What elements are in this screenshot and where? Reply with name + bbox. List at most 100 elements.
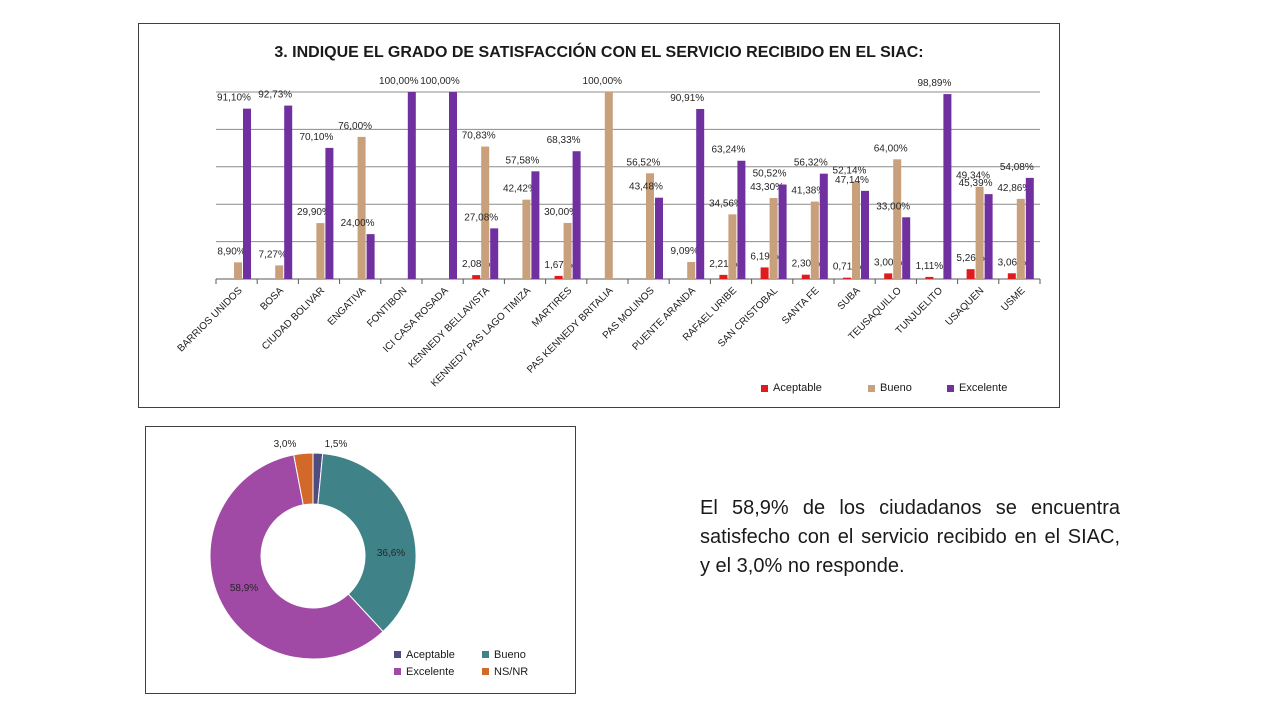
- data-label-bueno-santa-fe: 41,38%: [791, 186, 825, 197]
- donut-slice-excelente: [209, 454, 384, 660]
- bar-bueno-pas-kennedy-britalia: [604, 92, 613, 279]
- data-label-bueno-martires: 30,00%: [544, 207, 578, 218]
- bar-legend-aceptable: Aceptable: [761, 382, 822, 394]
- bar-excelente-fontibon: [407, 92, 416, 279]
- data-label-aceptable-teusaquillo: 3,00%: [874, 257, 902, 268]
- x-tick-label-santa-fe: SANTA FE: [780, 285, 822, 327]
- donut-slice-bueno: [317, 452, 417, 633]
- summary-text: El 58,9% de los ciudadanos se encuentra …: [700, 497, 1120, 577]
- bar-excelente-usaquen: [984, 194, 993, 279]
- data-label-aceptable-usaquen: 5,26%: [956, 253, 984, 264]
- data-label-excelente-puente-aranda: 90,91%: [670, 93, 704, 104]
- x-tick-label-martires: MARTIRES: [530, 285, 574, 329]
- bar-aceptable-san-cristobal: [760, 267, 769, 279]
- bar-excelente-kennedy-bellavista: [490, 228, 499, 279]
- bar-excelente-san-cristobal: [778, 184, 787, 279]
- bar-aceptable-teusaquillo: [884, 273, 893, 279]
- data-label-bueno-san-cristobal: 43,30%: [750, 182, 784, 193]
- legend-swatch-bueno: [482, 651, 489, 658]
- bar-bueno-rafael-uribe: [728, 214, 737, 279]
- data-label-bueno-usaquen: 49,34%: [956, 171, 990, 182]
- bar-aceptable-usaquen: [966, 269, 975, 279]
- legend-label-bueno: Bueno: [494, 648, 526, 661]
- bar-excelente-teusaquillo: [902, 217, 911, 279]
- donut-label-excelente: 58,9%: [230, 583, 258, 594]
- bar-bueno-usaquen: [975, 186, 984, 279]
- bar-legend-bueno: Bueno: [868, 382, 912, 394]
- data-label-excelente-kennedy-pas-lago-timiza: 57,58%: [505, 155, 539, 166]
- x-tick-label-bosa: BOSA: [258, 285, 286, 313]
- data-label-excelente-teusaquillo: 33,00%: [876, 201, 910, 212]
- donut-legend: Aceptable Bueno Excelente NS/NR: [394, 646, 570, 680]
- bar-excelente-engativa: [366, 234, 375, 279]
- donut-legend-aceptable: Aceptable: [394, 649, 482, 661]
- legend-swatch-excelente: [947, 384, 954, 392]
- bar-excelente-barrios-unidos: [243, 108, 251, 279]
- data-label-bueno-suba: 52,14%: [833, 165, 867, 176]
- bar-bueno-teusaquillo: [893, 159, 902, 279]
- bar-aceptable-martires: [554, 275, 563, 279]
- bar-excelente-santa-fe: [819, 173, 828, 279]
- x-tick-label-pas-kennedy-britalia: PAS KENNEDY BRITALIA: [525, 285, 616, 376]
- bar-bueno-usme: [1016, 198, 1025, 279]
- legend-swatch-aceptable: [761, 384, 768, 392]
- bar-bueno-ciudad-bolivar: [316, 223, 325, 279]
- bar-bueno-kennedy-pas-lago-timiza: [522, 199, 531, 279]
- legend-swatch-nsnr: [482, 668, 489, 675]
- data-label-excelente-kennedy-bellavista: 27,08%: [464, 212, 498, 223]
- data-label-bueno-teusaquillo: 64,00%: [874, 143, 908, 154]
- bar-bueno-san-cristobal: [769, 198, 778, 279]
- bar-chart-svg: 8,90% 91,10% BARRIOS UNIDOS 7,27% 92,73% BOSA…: [176, 76, 1041, 389]
- data-label-aceptable-san-cristobal: 6,19%: [750, 251, 778, 262]
- bar-bueno-bosa: [275, 265, 284, 279]
- x-tick-label-fontibon: FONTIBON: [365, 285, 409, 329]
- bar-aceptable-tunjuelito: [925, 276, 934, 279]
- legend-swatch-bueno: [868, 384, 875, 392]
- donut-label-aceptable: 1,5%: [325, 439, 348, 450]
- donut-legend-nsnr: NS/NR: [482, 666, 570, 678]
- bar-bueno-suba: [852, 181, 860, 279]
- bar-bueno-santa-fe: [810, 201, 819, 279]
- donut-legend-excelente: Excelente: [394, 666, 482, 678]
- bar-excelente-kennedy-pas-lago-timiza: [531, 171, 540, 279]
- legend-swatch-aceptable: [394, 651, 401, 658]
- bar-excelente-suba: [861, 190, 869, 279]
- data-label-excelente-suba: 47,14%: [835, 175, 869, 186]
- bar-excelente-bosa: [284, 105, 293, 279]
- x-tick-label-barrios-unidos: BARRIOS UNIDOS: [176, 285, 245, 354]
- bar-legend-excelente: Excelente: [947, 382, 1007, 394]
- data-label-bueno-pas-molinos: 56,52%: [627, 157, 661, 168]
- legend-label-nsnr: NS/NR: [494, 665, 529, 678]
- x-tick-label-kennedy-bellavista: KENNEDY BELLAVISTA: [407, 285, 492, 370]
- bar-excelente-puente-aranda: [696, 108, 705, 280]
- data-label-excelente-engativa: 24,00%: [341, 218, 375, 229]
- bar-bueno-puente-aranda: [687, 262, 696, 279]
- data-label-excelente-pas-molinos: 43,48%: [629, 182, 663, 193]
- data-label-excelente-santa-fe: 56,32%: [794, 158, 828, 169]
- data-label-excelente-san-cristobal: 50,52%: [753, 169, 787, 180]
- data-label-bueno-barrios-unidos: 8,90%: [217, 246, 245, 257]
- data-label-aceptable-usme: 3,06%: [998, 257, 1026, 268]
- bar-excelente-rafael-uribe: [737, 160, 746, 279]
- bar-aceptable-usme: [1007, 273, 1016, 279]
- data-label-bueno-engativa: 76,00%: [338, 121, 372, 132]
- x-tick-label-engativa: ENGATIVA: [326, 285, 369, 328]
- data-label-bueno-kennedy-pas-lago-timiza: 42,42%: [503, 184, 537, 195]
- data-label-excelente-bosa: 92,73%: [258, 90, 292, 101]
- data-label-excelente-tunjuelito: 98,89%: [917, 78, 951, 89]
- data-label-bueno-kennedy-bellavista: 70,83%: [462, 131, 496, 142]
- data-label-bueno-usme: 42,86%: [997, 183, 1031, 194]
- bar-bueno-kennedy-bellavista: [481, 146, 490, 279]
- data-label-excelente-ici-casa-rosada: 100,00%: [420, 76, 460, 87]
- bar-excelente-martires: [572, 151, 581, 279]
- donut-label-ns-nr: 3,0%: [274, 439, 297, 450]
- bar-excelente-ciudad-bolivar: [325, 147, 334, 279]
- donut-label-bueno: 36,6%: [377, 548, 405, 559]
- data-label-excelente-usaquen: 45,39%: [959, 178, 993, 189]
- data-label-excelente-barrios-unidos: 91,10%: [217, 93, 251, 104]
- data-label-aceptable-kennedy-bellavista: 2,08%: [462, 259, 490, 270]
- legend-label-bueno: Bueno: [880, 382, 912, 394]
- bar-chart-panel: 3. INDIQUE EL GRADO DE SATISFACCIÓN CON …: [138, 23, 1060, 408]
- legend-label-excelente: Excelente: [406, 665, 455, 678]
- data-label-bueno-pas-kennedy-britalia: 100,00%: [583, 76, 623, 87]
